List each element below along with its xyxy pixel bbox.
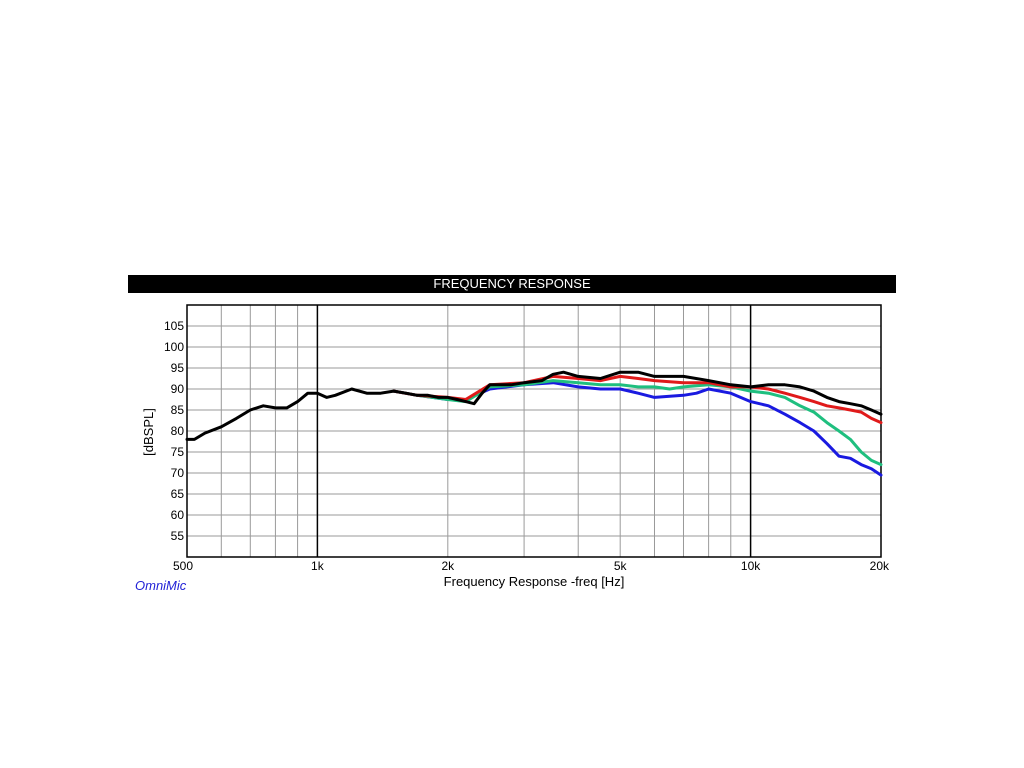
- x-tick-label: 500: [173, 559, 193, 573]
- x-tick-label: 2k: [441, 559, 455, 573]
- y-tick-label: 90: [171, 382, 185, 396]
- x-tick-label: 5k: [614, 559, 628, 573]
- chart-title: FREQUENCY RESPONSE: [128, 275, 896, 293]
- y-tick-label: 95: [171, 361, 185, 375]
- x-tick-label: 20k: [870, 559, 890, 573]
- y-tick-label: 105: [164, 319, 184, 333]
- series-layer: [185, 370, 883, 477]
- y-tick-label: 55: [171, 529, 185, 543]
- x-tick-labels: 500 1k 2k 5k 10k 20k: [173, 559, 890, 573]
- plot-frame: [186, 304, 882, 558]
- y-tick-labels: 55 60 65 70 75 80 85 90 95 100 105: [164, 319, 184, 543]
- series-line-black: [185, 370, 883, 441]
- y-tick-label: 75: [171, 445, 185, 459]
- x-tick-label: 1k: [311, 559, 325, 573]
- y-tick-label: 70: [171, 466, 185, 480]
- grid-major: [316, 305, 752, 557]
- y-tick-label: 85: [171, 403, 185, 417]
- y-tick-label: 80: [171, 424, 185, 438]
- brand-label: OmniMic: [135, 578, 187, 593]
- series-line-red: [392, 374, 883, 425]
- x-tick-label: 10k: [741, 559, 761, 573]
- y-tick-label: 60: [171, 508, 185, 522]
- x-axis-label: Frequency Response -freq [Hz]: [444, 574, 625, 589]
- grid-horizontal: [187, 325, 881, 537]
- series-line-blue: [392, 381, 883, 477]
- y-tick-label: 65: [171, 487, 185, 501]
- y-tick-label: 100: [164, 340, 184, 354]
- y-axis-label: [dBSPL]: [141, 408, 156, 456]
